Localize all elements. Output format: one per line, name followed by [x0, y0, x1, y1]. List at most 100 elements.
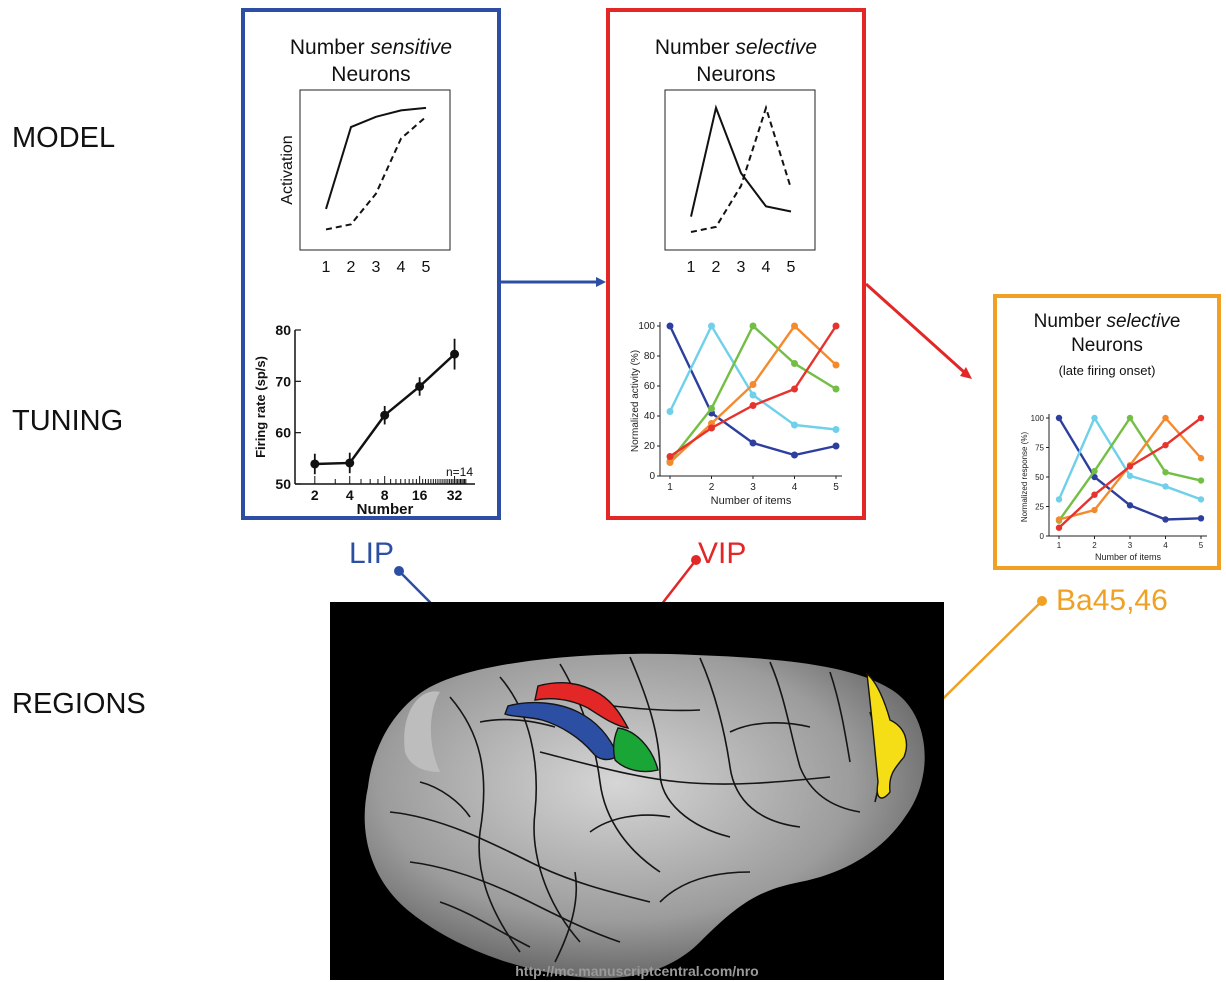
data-point: [450, 349, 460, 359]
tuning-series-point: [832, 322, 840, 330]
model-x-tick-label: 5: [787, 259, 796, 276]
tuning-series-line: [1057, 415, 1202, 501]
tuning-series-point: [708, 424, 715, 432]
model-x-tick-label: 1: [322, 259, 331, 276]
vip-region: [534, 682, 630, 729]
lip-tuning-chart: 50 60 70 80 2 4 8 16 32 n=14 Number Firing rate (sp…: [253, 322, 475, 516]
tuning-series-point: [666, 453, 674, 460]
tuning-series-point: [1055, 496, 1063, 503]
lip-title-line2: Neurons: [331, 63, 411, 86]
x-tick-label: 4: [1163, 541, 1168, 550]
y-tick-label: 0: [649, 471, 655, 482]
y-tick-label: 25: [1035, 503, 1044, 512]
ba-title-line2: Neurons: [1071, 335, 1143, 356]
x-tick-label: 5: [1199, 541, 1204, 550]
model-y-axis-label: Activation: [279, 135, 296, 204]
tuning-series-point: [791, 421, 798, 429]
model-x-tick-label: 1: [687, 259, 696, 276]
model-x-tick-label: 2: [712, 259, 721, 276]
y-tick-label: 60: [275, 425, 291, 441]
lip-pointer-dot: [394, 566, 404, 576]
lip-title-prefix: Number: [289, 36, 371, 59]
ba-panel-title: Number selective Neurons (late firing on…: [997, 310, 1217, 383]
tuning-series-point: [1126, 502, 1134, 509]
tuning-series-point: [832, 385, 840, 393]
tuning-series-point: [1091, 414, 1098, 422]
data-point: [415, 381, 425, 391]
ba-panel: Number selective Neurons (late firing on…: [993, 294, 1221, 570]
tuning-series-point: [1091, 506, 1098, 514]
x-tick-label: 4: [346, 487, 354, 503]
y-tick-label: 50: [1035, 473, 1044, 482]
tuning-series-point: [1055, 516, 1063, 523]
ba-pointer-dot: [1037, 596, 1047, 606]
row-label-tuning: TUNING: [12, 405, 124, 437]
vip-pointer-dot: [691, 555, 701, 565]
y-axis-label: Normalized response (%): [1020, 432, 1029, 523]
model-x-tick-label: 2: [347, 259, 356, 276]
green-region: [612, 727, 659, 773]
tuning-series-point: [1162, 441, 1169, 449]
tuning-series-point: [1197, 414, 1205, 422]
tuning-series-point: [1055, 524, 1063, 531]
y-tick-label: 100: [1031, 414, 1045, 423]
lip-title-emphasis: sensitive: [370, 36, 453, 59]
model-x-tick-label: 4: [397, 259, 406, 276]
tuning-series-point: [749, 439, 757, 447]
vip-to-ba-arrow-line: [864, 282, 966, 374]
tuning-series-point: [1162, 483, 1169, 490]
vip-panel-title: Number selective Neurons: [610, 34, 862, 88]
y-tick-label: 100: [638, 321, 655, 332]
x-tick-label: 8: [381, 487, 389, 503]
y-tick-label: 20: [644, 441, 656, 452]
model-x-tick-label: 3: [372, 259, 381, 276]
tuning-series-point: [1197, 496, 1205, 503]
row-label-regions: REGIONS: [12, 688, 146, 720]
tuning-series-point: [666, 408, 674, 415]
y-axis-label: Normalized activity (%): [630, 350, 641, 452]
lip-panel-title: Number sensitive Neurons: [245, 34, 497, 88]
row-label-model: MODEL: [12, 122, 116, 154]
tuning-series-point: [832, 442, 840, 450]
tuning-series-point: [1126, 463, 1134, 470]
vip-to-ba-arrowhead: [960, 367, 972, 379]
tuning-series-point: [1091, 491, 1098, 498]
x-axis-label: Number: [357, 501, 414, 516]
x-tick-label: 2: [311, 487, 319, 503]
x-tick-label: 4: [792, 482, 798, 493]
lip-region: [504, 701, 619, 761]
n-annotation: n=14: [446, 465, 473, 479]
y-tick-label: 50: [275, 476, 291, 492]
lip-panel: Number sensitive Neurons 1 2 3 4 5 Activation…: [241, 8, 501, 520]
data-point: [345, 458, 355, 468]
tuning-series-point: [1126, 472, 1134, 480]
ba-title-line3: (late firing onset): [1058, 363, 1156, 378]
vip-title-line2: Neurons: [696, 63, 776, 86]
tuning-series-point: [1162, 469, 1169, 476]
data-point: [310, 459, 320, 469]
tuning-series-point: [1091, 473, 1098, 481]
tuning-series-point: [1197, 454, 1205, 462]
ba-region: [866, 672, 908, 799]
tuning-series-point: [1197, 515, 1205, 522]
brain-surface-image: [330, 602, 944, 980]
vip-title-prefix: Number: [654, 36, 736, 59]
x-tick-label: 1: [667, 482, 673, 493]
tuning-series-point: [791, 360, 798, 367]
lip-model-chart: 1 2 3 4 5 Activation: [279, 89, 451, 276]
y-tick-label: 80: [644, 351, 656, 362]
x-tick-label: 2: [709, 482, 715, 493]
ba-title-suffix: e: [1169, 311, 1181, 332]
lip-to-vip-arrowhead: [596, 277, 606, 287]
tuning-series-point: [708, 405, 715, 412]
tuning-series-point: [666, 322, 674, 330]
data-point: [380, 410, 390, 420]
y-tick-label: 60: [644, 381, 656, 392]
x-tick-label: 3: [1128, 541, 1133, 550]
x-tick-label: 16: [412, 487, 428, 503]
tuning-series-point: [832, 426, 840, 433]
tuning-series-line: [668, 325, 837, 457]
brain-cortex: [364, 653, 925, 979]
ba-title-prefix: Number: [1033, 311, 1107, 332]
